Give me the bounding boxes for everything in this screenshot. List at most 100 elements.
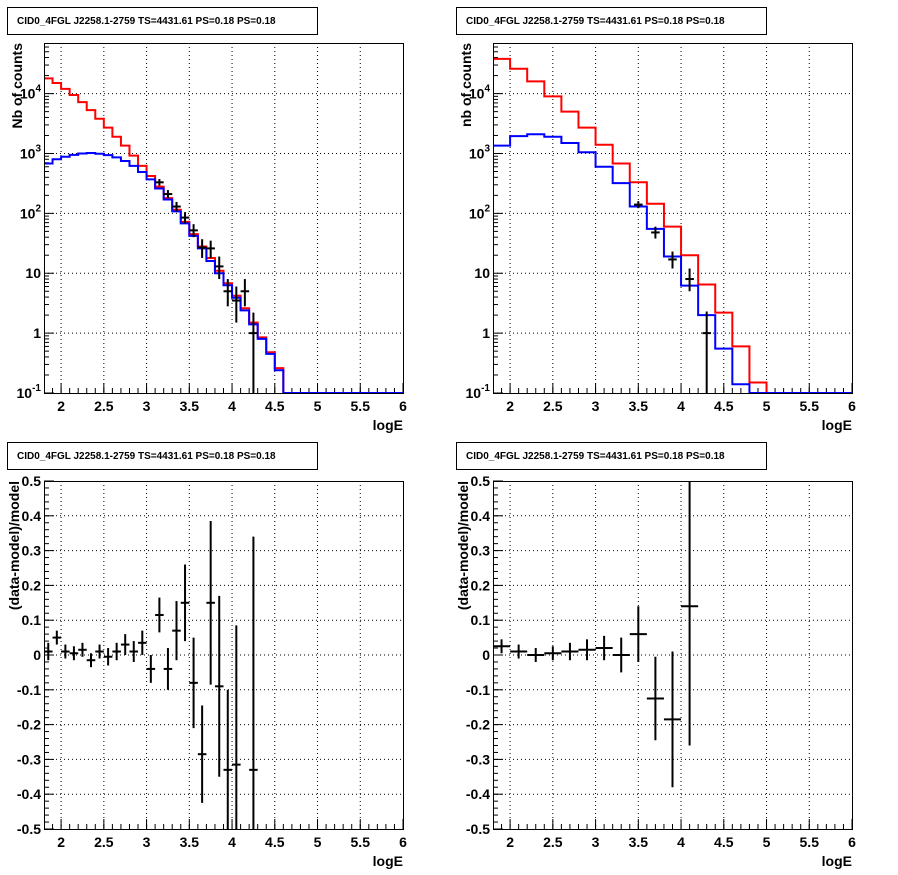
x-tick-label: 4.5 xyxy=(714,834,734,850)
y-tick-label: -0.5 xyxy=(466,821,490,837)
y-tick-label: 0.1 xyxy=(471,612,491,628)
x-tick-label: 4 xyxy=(228,398,236,414)
x-axis-title: logE xyxy=(822,417,852,433)
y-tick-label: 1 xyxy=(33,325,41,341)
y-tick-label: 104 xyxy=(20,84,42,102)
histogram-series-1 xyxy=(44,77,403,394)
chart-title: CID0_4FGL J2258.1-2759 TS=4431.61 PS=0.1… xyxy=(466,16,725,27)
data-point xyxy=(249,312,258,393)
data-point xyxy=(223,279,233,307)
chart-title-box xyxy=(456,442,767,470)
chart-title-box xyxy=(456,7,767,35)
data-point xyxy=(112,642,121,661)
x-axis-title: logE xyxy=(822,853,852,869)
x-tick-label: 5 xyxy=(763,834,771,850)
y-axis-title: Nb of counts xyxy=(9,43,25,129)
data-point xyxy=(197,239,207,258)
x-axis-title: logE xyxy=(373,853,403,869)
x-tick-label: 4 xyxy=(677,398,685,414)
y-tick-label: -0.1 xyxy=(17,682,41,698)
data-point xyxy=(232,286,241,323)
x-tick-label: 3.5 xyxy=(629,398,649,414)
x-tick-label: 2.5 xyxy=(94,398,114,414)
data-point xyxy=(172,601,181,661)
x-axis-title: logE xyxy=(373,417,403,433)
data-point xyxy=(189,224,198,238)
data-point xyxy=(681,481,699,746)
x-tick-label: 2 xyxy=(506,834,514,850)
y-axis-title: nb of counts xyxy=(458,43,474,127)
x-tick-label: 2.5 xyxy=(94,834,114,850)
x-tick-label: 4 xyxy=(677,834,685,850)
data-point xyxy=(206,521,215,685)
data-point xyxy=(561,642,579,661)
y-tick-label: 0.4 xyxy=(22,508,42,524)
data-point xyxy=(240,279,250,307)
x-tick-label: 3 xyxy=(592,834,600,850)
data-point xyxy=(78,642,87,657)
x-tick-label: 5.5 xyxy=(351,834,371,850)
plot-frame xyxy=(44,481,404,830)
y-tick-label: -0.2 xyxy=(17,717,41,733)
data-point xyxy=(163,648,173,690)
y-tick-label: 10-1 xyxy=(466,383,491,401)
data-point xyxy=(86,653,96,668)
x-tick-label: 2 xyxy=(57,398,65,414)
data-point xyxy=(138,630,147,655)
chart-title: CID0_4FGL J2258.1-2759 TS=4431.61 PS=0.1… xyxy=(17,451,276,462)
y-tick-label: 0 xyxy=(482,647,490,663)
y-tick-label: 10 xyxy=(25,265,41,281)
x-tick-label: 6 xyxy=(399,834,407,850)
y-axis-title: (data-model)/model xyxy=(6,481,22,610)
data-point xyxy=(651,226,660,239)
data-point xyxy=(646,656,664,741)
x-tick-label: 3.5 xyxy=(629,834,649,850)
plot-frame xyxy=(493,481,853,830)
data-point xyxy=(103,648,113,666)
data-point xyxy=(668,251,677,269)
x-tick-label: 4 xyxy=(228,834,236,850)
chart-panel-2: CID0_4FGL J2258.1-2759 TS=4431.61 PS=0.1… xyxy=(456,7,856,433)
data-point xyxy=(146,655,156,683)
y-tick-label: 103 xyxy=(20,143,42,161)
x-tick-label: 5.5 xyxy=(800,834,820,850)
data-point xyxy=(61,644,70,659)
x-tick-label: 5.5 xyxy=(800,398,820,414)
x-tick-label: 2.5 xyxy=(543,398,563,414)
y-tick-label: 10 xyxy=(474,265,490,281)
x-tick-label: 3.5 xyxy=(180,398,200,414)
data-point xyxy=(129,641,139,662)
y-tick-label: -0.5 xyxy=(17,821,41,837)
chart-panel-4: CID0_4FGL J2258.1-2759 TS=4431.61 PS=0.1… xyxy=(455,442,856,869)
y-axis-title: (data-model)/model xyxy=(455,481,471,610)
data-point xyxy=(578,639,596,661)
data-point xyxy=(544,646,562,661)
chart-title: CID0_4FGL J2258.1-2759 TS=4431.61 PS=0.1… xyxy=(466,451,725,462)
x-tick-label: 6 xyxy=(848,398,856,414)
data-point xyxy=(197,705,207,803)
y-tick-label: 102 xyxy=(469,203,491,221)
data-point xyxy=(702,311,711,393)
data-point xyxy=(214,256,224,280)
y-tick-label: 0.2 xyxy=(471,577,491,593)
data-point xyxy=(629,606,647,662)
data-point xyxy=(163,190,173,199)
data-point xyxy=(510,644,528,659)
y-tick-label: 0.5 xyxy=(22,473,42,489)
x-tick-label: 2 xyxy=(506,398,514,414)
data-point xyxy=(663,651,682,788)
data-point xyxy=(180,564,190,642)
y-tick-label: 0.2 xyxy=(22,577,42,593)
y-tick-label: 1 xyxy=(482,325,490,341)
y-tick-label: 104 xyxy=(469,84,491,102)
data-point xyxy=(595,635,613,661)
y-tick-label: 0.1 xyxy=(22,612,42,628)
histogram-series-2 xyxy=(44,151,403,394)
y-tick-label: 0.3 xyxy=(22,543,42,559)
x-tick-label: 4.5 xyxy=(714,398,734,414)
x-tick-label: 5.5 xyxy=(351,398,371,414)
data-point xyxy=(52,630,62,645)
data-point xyxy=(180,212,190,224)
y-tick-label: 102 xyxy=(20,203,42,221)
